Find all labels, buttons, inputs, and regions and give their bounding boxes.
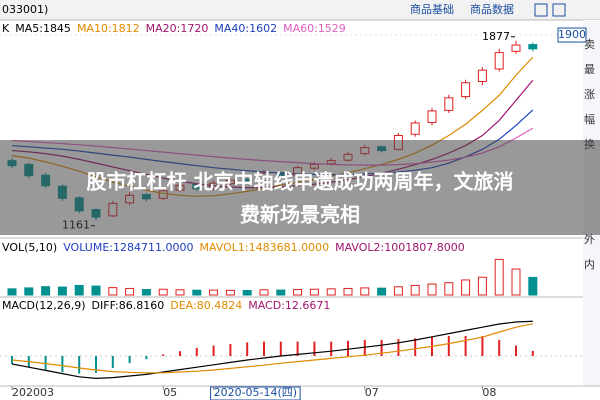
volume-bar bbox=[444, 282, 454, 296]
volume-bar bbox=[7, 288, 17, 296]
legend-entry: K bbox=[2, 22, 10, 35]
legend-entry: DEA:80.4824 bbox=[170, 299, 242, 312]
price-box bbox=[557, 27, 587, 43]
volume-bar bbox=[41, 286, 51, 296]
banner bbox=[0, 140, 600, 235]
legend-entry: MACD(12,26,9) bbox=[2, 299, 86, 312]
legend-entry: VOLUME:1284711.0000 bbox=[63, 241, 193, 254]
cursor-date-box bbox=[210, 386, 301, 400]
volume-bar bbox=[309, 288, 319, 296]
toolbar bbox=[0, 0, 600, 20]
volume-bar bbox=[326, 288, 336, 296]
volume-bar bbox=[377, 287, 387, 296]
candle-body bbox=[410, 122, 420, 135]
volume-bar bbox=[209, 289, 219, 296]
y-tick-label: 1900 bbox=[558, 28, 586, 41]
legend-entry: MA40:1602 bbox=[214, 22, 277, 35]
diff-line bbox=[11, 320, 533, 380]
volume-bar bbox=[461, 279, 471, 296]
banner-title: 费新场景亮相 bbox=[240, 203, 360, 227]
x-tick-label: 05 bbox=[163, 386, 177, 399]
side-label: 外 bbox=[584, 233, 595, 246]
stock-code: 033001) bbox=[2, 3, 48, 16]
candle-body bbox=[427, 110, 437, 123]
volume-bar bbox=[393, 286, 403, 296]
volume-bar bbox=[511, 268, 521, 296]
icon[interactable] bbox=[552, 3, 566, 17]
volume-bar bbox=[91, 285, 101, 296]
x-tick-label: 2020-05-14(四) bbox=[214, 386, 298, 399]
side-label: 最 bbox=[584, 63, 595, 76]
side-label: 内 bbox=[584, 257, 595, 271]
legend-entry: MA60:1529 bbox=[283, 22, 346, 35]
x-tick-label: 07 bbox=[365, 386, 379, 399]
candle-body bbox=[444, 97, 454, 111]
dea-line bbox=[11, 323, 533, 374]
volume-bar bbox=[158, 288, 168, 296]
side-label: 涨 bbox=[584, 88, 595, 101]
legend-entry: MA10:1812 bbox=[77, 22, 140, 35]
volume-bar bbox=[192, 289, 202, 296]
legend-entry: MACD:12.6671 bbox=[248, 299, 330, 312]
tab[interactable]: 商品数据 bbox=[470, 2, 514, 16]
candle-body bbox=[528, 44, 538, 50]
volume-bar bbox=[259, 289, 269, 296]
legend-entry: DIFF:86.8160 bbox=[92, 299, 165, 312]
x-tick-label: 08 bbox=[482, 386, 496, 399]
candle-body bbox=[477, 69, 487, 82]
candle-body bbox=[511, 44, 521, 52]
volume-bar bbox=[108, 287, 118, 296]
volume-bar bbox=[343, 287, 353, 296]
volume-bar bbox=[57, 286, 67, 296]
tab[interactable]: 商品基础 bbox=[410, 2, 454, 16]
legend-entry: MA5:1845 bbox=[15, 22, 71, 35]
volume-bar bbox=[225, 289, 235, 296]
volume-bar bbox=[427, 283, 437, 296]
volume-bar bbox=[125, 287, 135, 296]
volume-bar bbox=[74, 284, 84, 296]
annotation: 1877 bbox=[482, 30, 510, 43]
volume-bar bbox=[528, 276, 538, 296]
legend-entry: MA20:1720 bbox=[146, 22, 209, 35]
banner-title: 股市杠杠杆 北京中轴线申遗成功两周年，文旅消 bbox=[87, 170, 514, 194]
volume-bar bbox=[494, 258, 504, 296]
legend-entry: MAVOL1:1483681.0000 bbox=[199, 241, 329, 254]
volume-bar bbox=[141, 289, 151, 296]
side-label: 幅 bbox=[584, 113, 595, 126]
volume-bar bbox=[477, 276, 487, 296]
volume-bar bbox=[242, 289, 252, 296]
volume-bar bbox=[293, 289, 303, 296]
volume-bar bbox=[360, 287, 370, 296]
x-tick-label: 202003 bbox=[12, 386, 54, 399]
volume-bar bbox=[276, 289, 286, 296]
legend-entry: MAVOL2:1001807.8000 bbox=[335, 241, 465, 254]
legend-entry: VOL(5,10) bbox=[2, 241, 57, 254]
icon[interactable] bbox=[534, 3, 548, 17]
volume-bar bbox=[175, 289, 185, 296]
candle-body bbox=[494, 52, 504, 70]
volume-bar bbox=[410, 284, 420, 296]
candle-body bbox=[461, 82, 471, 98]
side-label: 卖 bbox=[584, 38, 595, 51]
volume-bar bbox=[24, 287, 34, 296]
